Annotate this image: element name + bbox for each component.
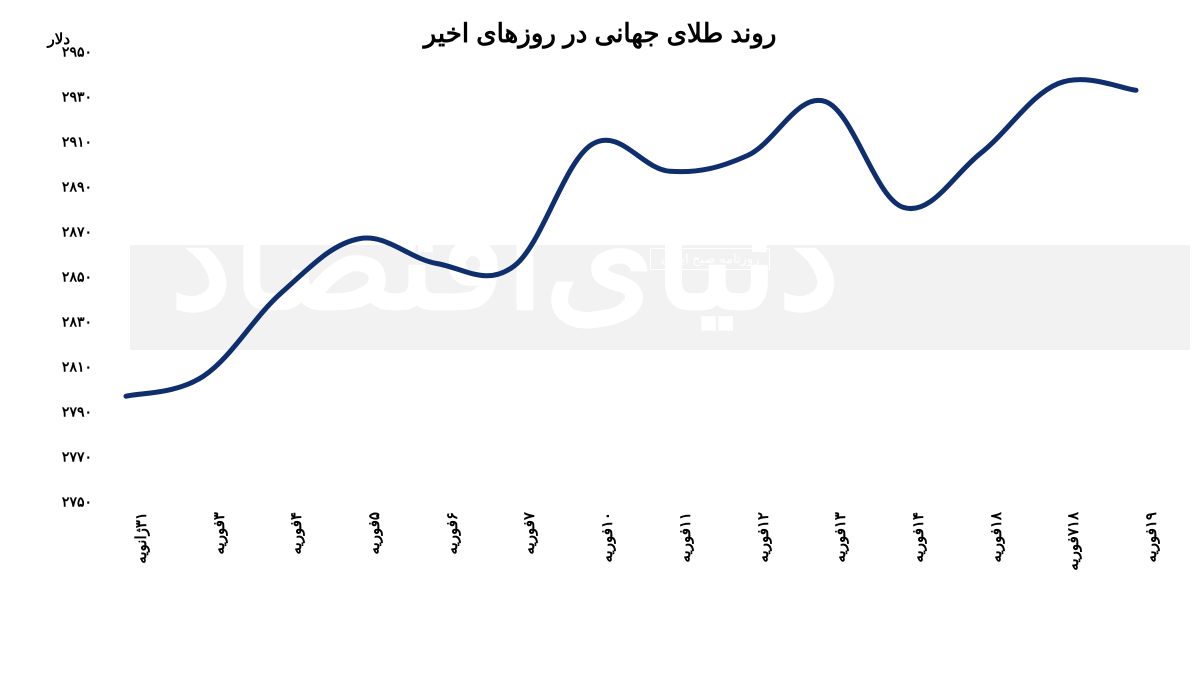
y-tick-label: ۲۸۱۰ (32, 359, 92, 376)
gold-price-line (96, 52, 1166, 502)
y-tick-label: ۲۸۳۰ (32, 314, 92, 331)
y-tick-label: ۲۷۹۰ (32, 404, 92, 421)
y-tick-label: ۲۸۷۰ (32, 224, 92, 241)
y-tick-label: ۲۷۷۰ (32, 449, 92, 466)
x-tick-label: ۳۱ژانویه (132, 512, 150, 564)
x-tick-label: ۷۱۸فوریه (1064, 512, 1082, 571)
x-tick-label: ۱۲فوریه (754, 512, 772, 563)
x-tick-label: ۷فوریه (520, 512, 538, 554)
x-tick-label: ۳فوریه (210, 512, 228, 554)
x-tick-label: ۵فوریه (365, 512, 383, 554)
x-tick-label: ۴فوریه (287, 512, 305, 554)
y-tick-label: ۲۹۵۰ (32, 44, 92, 61)
x-tick-label: ۱۰فوریه (598, 512, 616, 563)
y-tick-label: ۲۹۱۰ (32, 134, 92, 151)
chart-title: روند طلای جهانی در روزهای اخیر (0, 0, 1200, 49)
x-tick-label: ۱۳فوریه (831, 512, 849, 563)
y-tick-label: ۲۷۵۰ (32, 494, 92, 511)
x-tick-label: ۱۹فوریه (1142, 512, 1160, 563)
x-tick-label: ۱۸فوریه (987, 512, 1005, 563)
x-tick-label: ۱۴فوریه (909, 512, 927, 563)
x-tick-label: ۱۱فوریه (676, 512, 694, 563)
y-tick-label: ۲۹۳۰ (32, 89, 92, 106)
x-tick-label: ۶فوریه (443, 512, 461, 554)
y-tick-label: ۲۸۵۰ (32, 269, 92, 286)
plot-area (96, 52, 1166, 502)
y-tick-label: ۲۸۹۰ (32, 179, 92, 196)
